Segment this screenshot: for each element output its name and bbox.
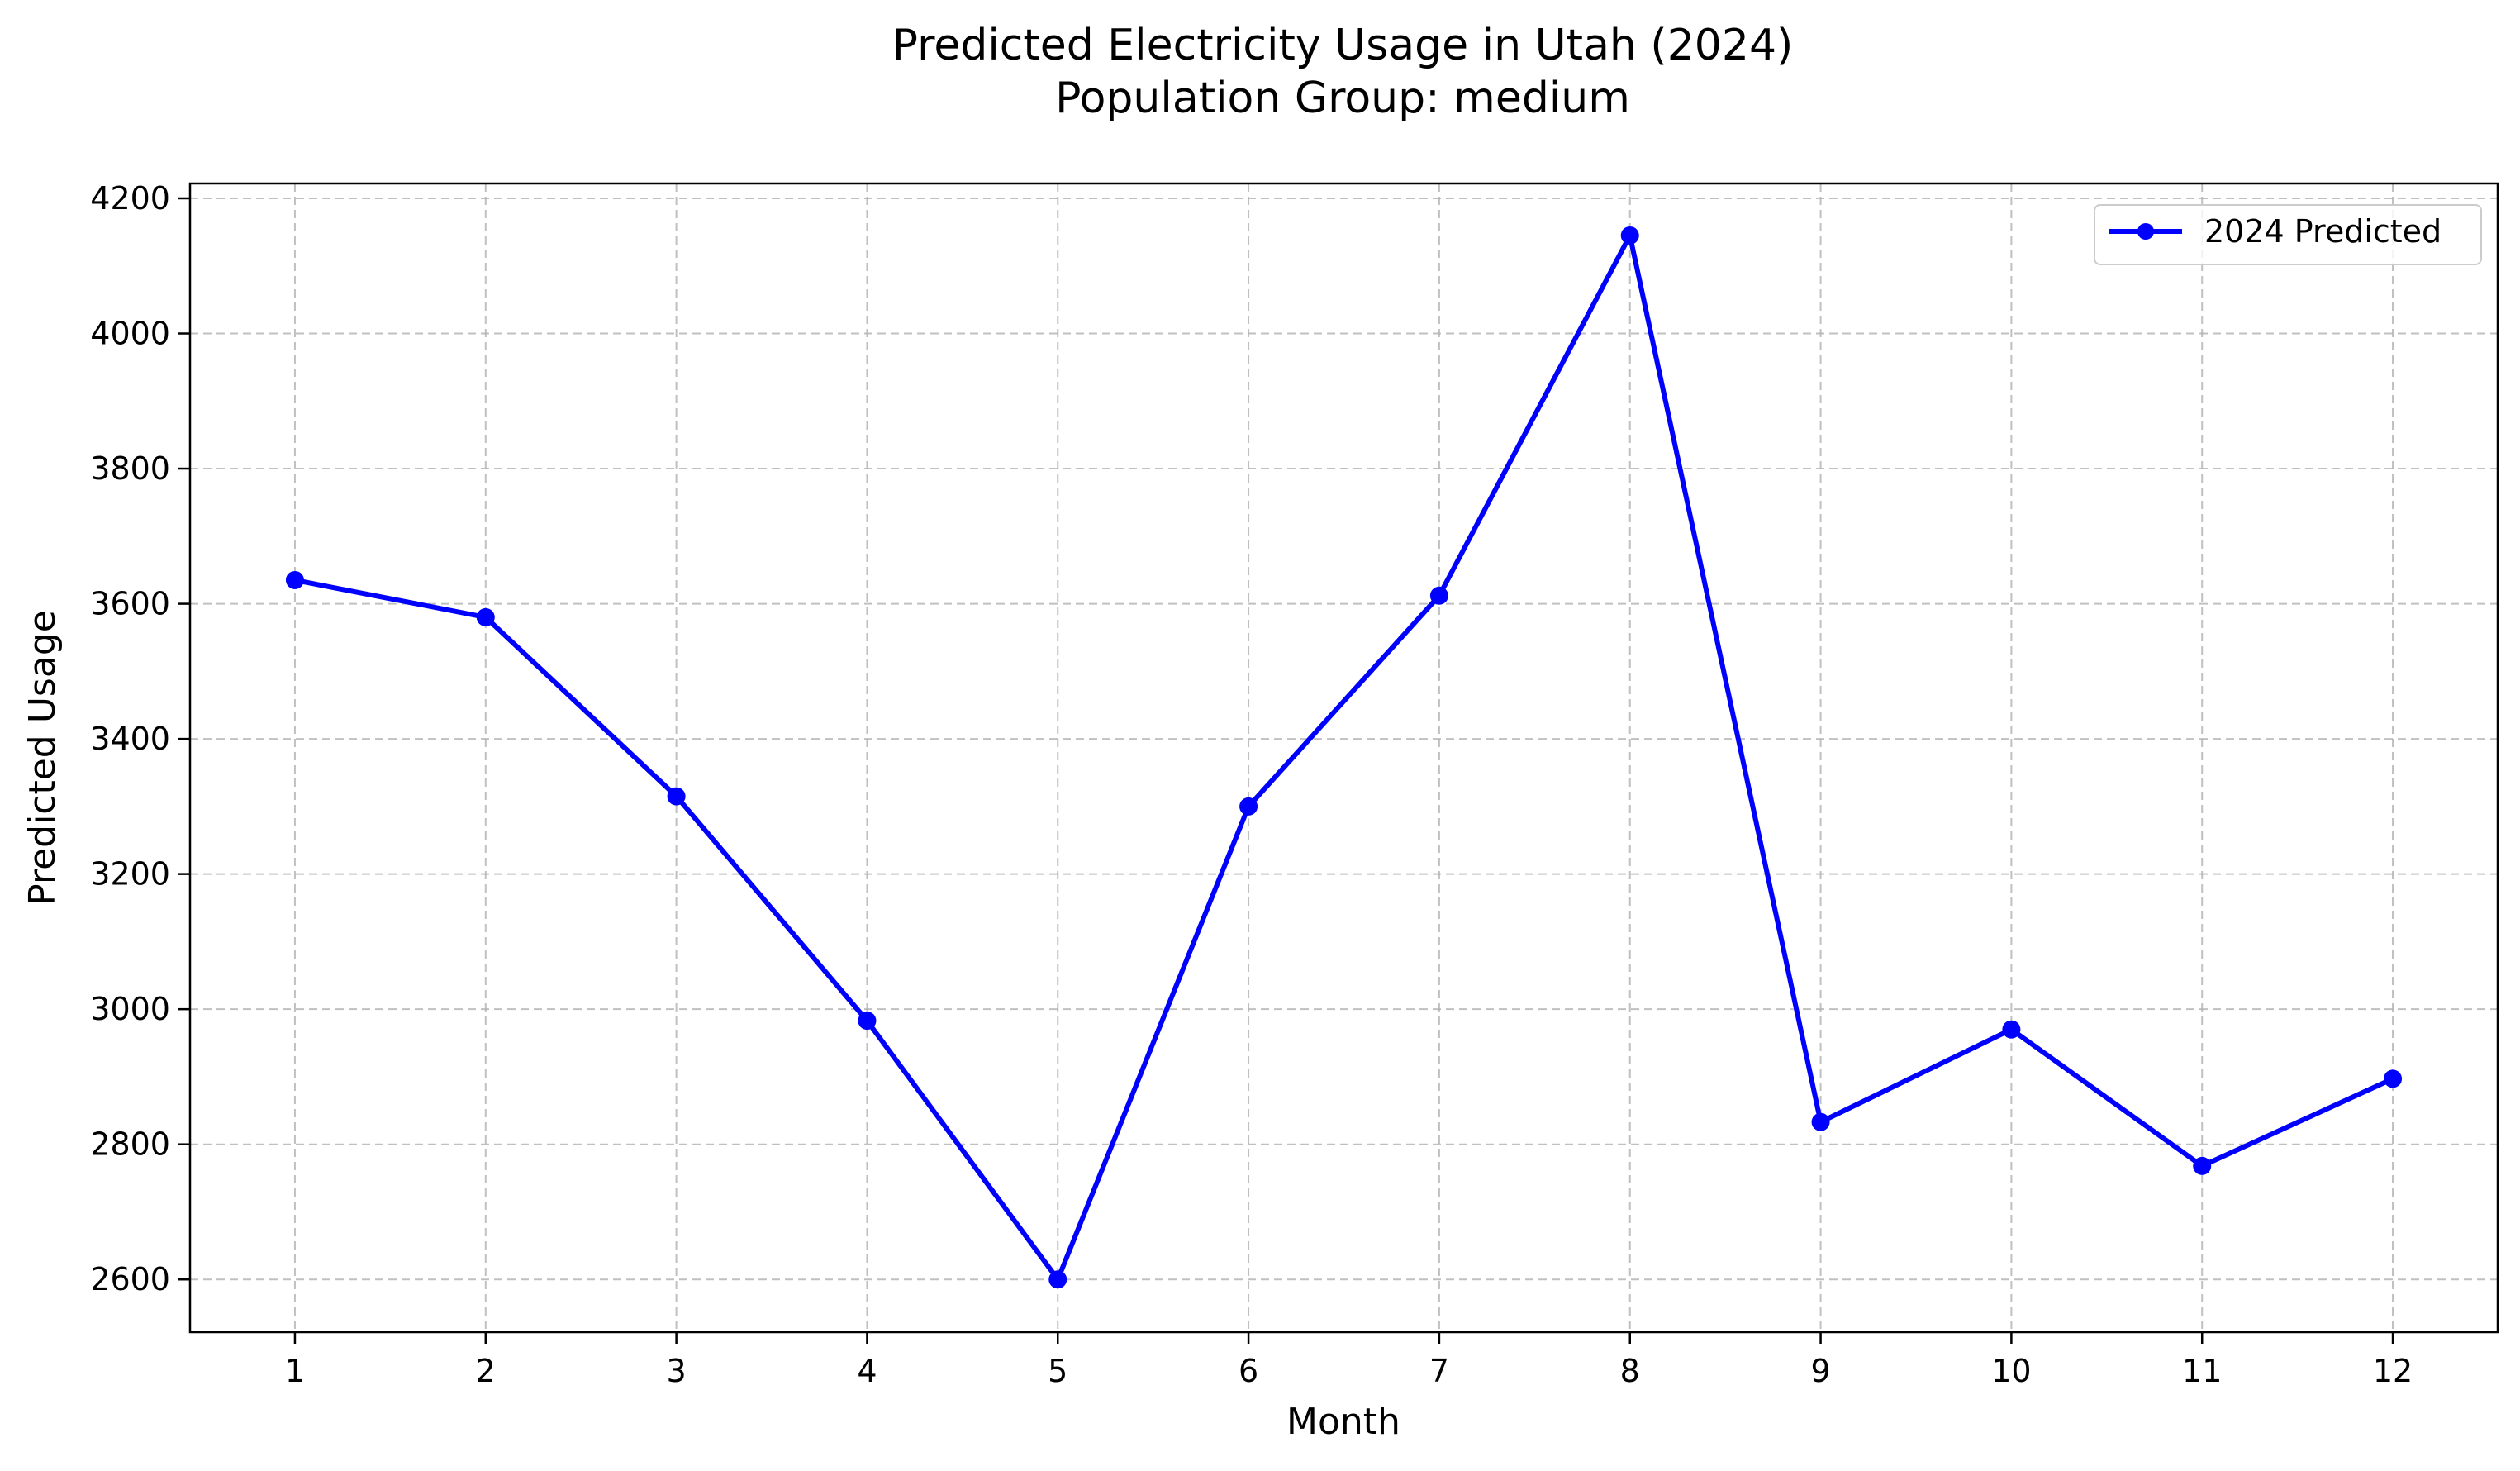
legend-box bbox=[2094, 204, 2482, 265]
y-tick-label: 3800 bbox=[90, 450, 170, 487]
data-point bbox=[476, 607, 495, 626]
x-tick-label: 1 bbox=[285, 1353, 305, 1389]
y-tick-label: 2800 bbox=[90, 1126, 170, 1163]
legend-marker bbox=[2137, 223, 2154, 240]
y-tick-label: 4000 bbox=[90, 316, 170, 352]
y-tick-label: 3600 bbox=[90, 586, 170, 622]
chart-title: Predicted Electricity Usage in Utah (202… bbox=[892, 21, 1794, 70]
y-tick-label: 4200 bbox=[90, 180, 170, 217]
data-point bbox=[2002, 1020, 2021, 1039]
x-axis-label: Month bbox=[1286, 1401, 1400, 1443]
x-tick-label: 9 bbox=[1810, 1353, 1830, 1389]
x-tick-label: 12 bbox=[2373, 1353, 2413, 1389]
x-tick-label: 10 bbox=[1991, 1353, 2031, 1389]
data-point bbox=[2193, 1156, 2212, 1175]
x-tick-label: 5 bbox=[1048, 1353, 1067, 1389]
x-tick-label: 11 bbox=[2182, 1353, 2222, 1389]
grid bbox=[190, 183, 2498, 1332]
x-tick-label: 4 bbox=[857, 1353, 877, 1389]
data-point bbox=[1811, 1112, 1830, 1131]
data-point bbox=[1429, 586, 1448, 605]
plot-frame bbox=[188, 182, 2499, 1334]
y-tick-label: 3400 bbox=[90, 721, 170, 757]
data-point bbox=[1620, 226, 1639, 245]
x-tick-label: 7 bbox=[1429, 1353, 1449, 1389]
data-point bbox=[1239, 797, 1258, 816]
x-tick-label: 3 bbox=[667, 1353, 687, 1389]
y-tick-label: 2600 bbox=[90, 1261, 170, 1297]
data-point bbox=[1048, 1270, 1067, 1289]
legend: 2024 Predicted bbox=[2094, 204, 2482, 265]
data-point bbox=[2384, 1069, 2403, 1088]
y-tick-label: 3200 bbox=[90, 856, 170, 893]
data-point bbox=[858, 1012, 877, 1031]
x-tick-label: 8 bbox=[1620, 1353, 1640, 1389]
data-point bbox=[667, 787, 686, 806]
y-axis-label: Predicted Usage bbox=[21, 610, 64, 906]
chart-subtitle: Population Group: medium bbox=[1055, 74, 1630, 123]
y-tick-label: 3000 bbox=[90, 991, 170, 1027]
x-tick-label: 2 bbox=[476, 1353, 496, 1389]
data-point bbox=[285, 570, 304, 589]
x-tick-label: 6 bbox=[1239, 1353, 1258, 1389]
legend-label: 2024 Predicted bbox=[2204, 213, 2442, 250]
series-layer bbox=[285, 226, 2403, 1289]
series-line bbox=[292, 233, 2395, 1283]
